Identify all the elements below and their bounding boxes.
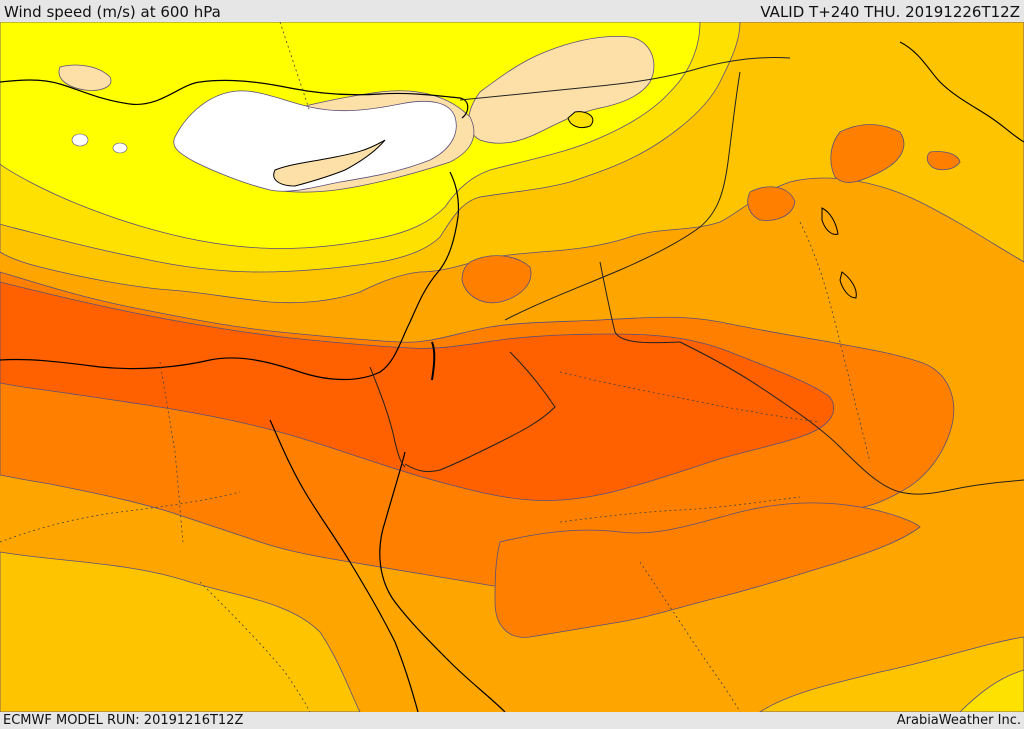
province-border	[279, 22, 311, 113]
footer-bar: ECMWF MODEL RUN: 20191216T12Z ArabiaWeat…	[0, 712, 1024, 729]
mediterranean-coastline	[0, 171, 460, 381]
fresh-wind-zone-southwest	[0, 551, 361, 712]
turkey-syria-border	[459, 57, 791, 101]
credit-label: ArabiaWeather Inc.	[896, 713, 1021, 728]
east-lake	[839, 271, 857, 299]
jordan-saudi-border	[404, 351, 556, 473]
valid-time: VALID T+240 THU. 20191226T12Z	[760, 3, 1020, 21]
calm-wind-patch	[71, 133, 89, 147]
map-canvas	[0, 22, 1024, 712]
map-title: Wind speed (m/s) at 600 hPa	[4, 3, 221, 21]
very-strong-wind-zone-south	[494, 502, 921, 638]
local-wind-core	[461, 255, 532, 304]
local-wind-core	[926, 151, 961, 171]
province-border	[799, 221, 871, 463]
province-border	[159, 361, 184, 543]
cyprus-island	[273, 139, 386, 187]
province-border	[559, 371, 821, 423]
caspian-coastline	[899, 41, 1024, 143]
calm-wind-zone	[173, 90, 457, 192]
fresh-wind-zone-southeast	[759, 636, 1024, 712]
gulf-of-suez-coastline	[269, 419, 419, 712]
syria-iraq-border	[504, 71, 741, 321]
province-border	[199, 581, 311, 712]
province-border	[559, 496, 801, 523]
very-light-wind-zone-west	[58, 64, 112, 91]
anatolia-coastline	[0, 79, 469, 119]
dead-sea	[431, 341, 436, 381]
local-wind-core	[830, 124, 905, 183]
maximum-wind-zone	[0, 281, 835, 501]
egypt-israel-border	[369, 366, 406, 468]
wind-speed-map	[0, 22, 1024, 712]
local-wind-core	[747, 186, 796, 221]
east-lake	[821, 207, 839, 235]
north-lake	[567, 111, 594, 129]
header-bar: Wind speed (m/s) at 600 hPa VALID T+240 …	[0, 0, 1024, 22]
gulf-of-aqaba-coastline	[379, 451, 506, 712]
model-run-label: ECMWF MODEL RUN: 20191216T12Z	[3, 713, 244, 728]
calm-wind-patch	[112, 142, 128, 154]
iraq-saudi-border	[599, 261, 1024, 495]
